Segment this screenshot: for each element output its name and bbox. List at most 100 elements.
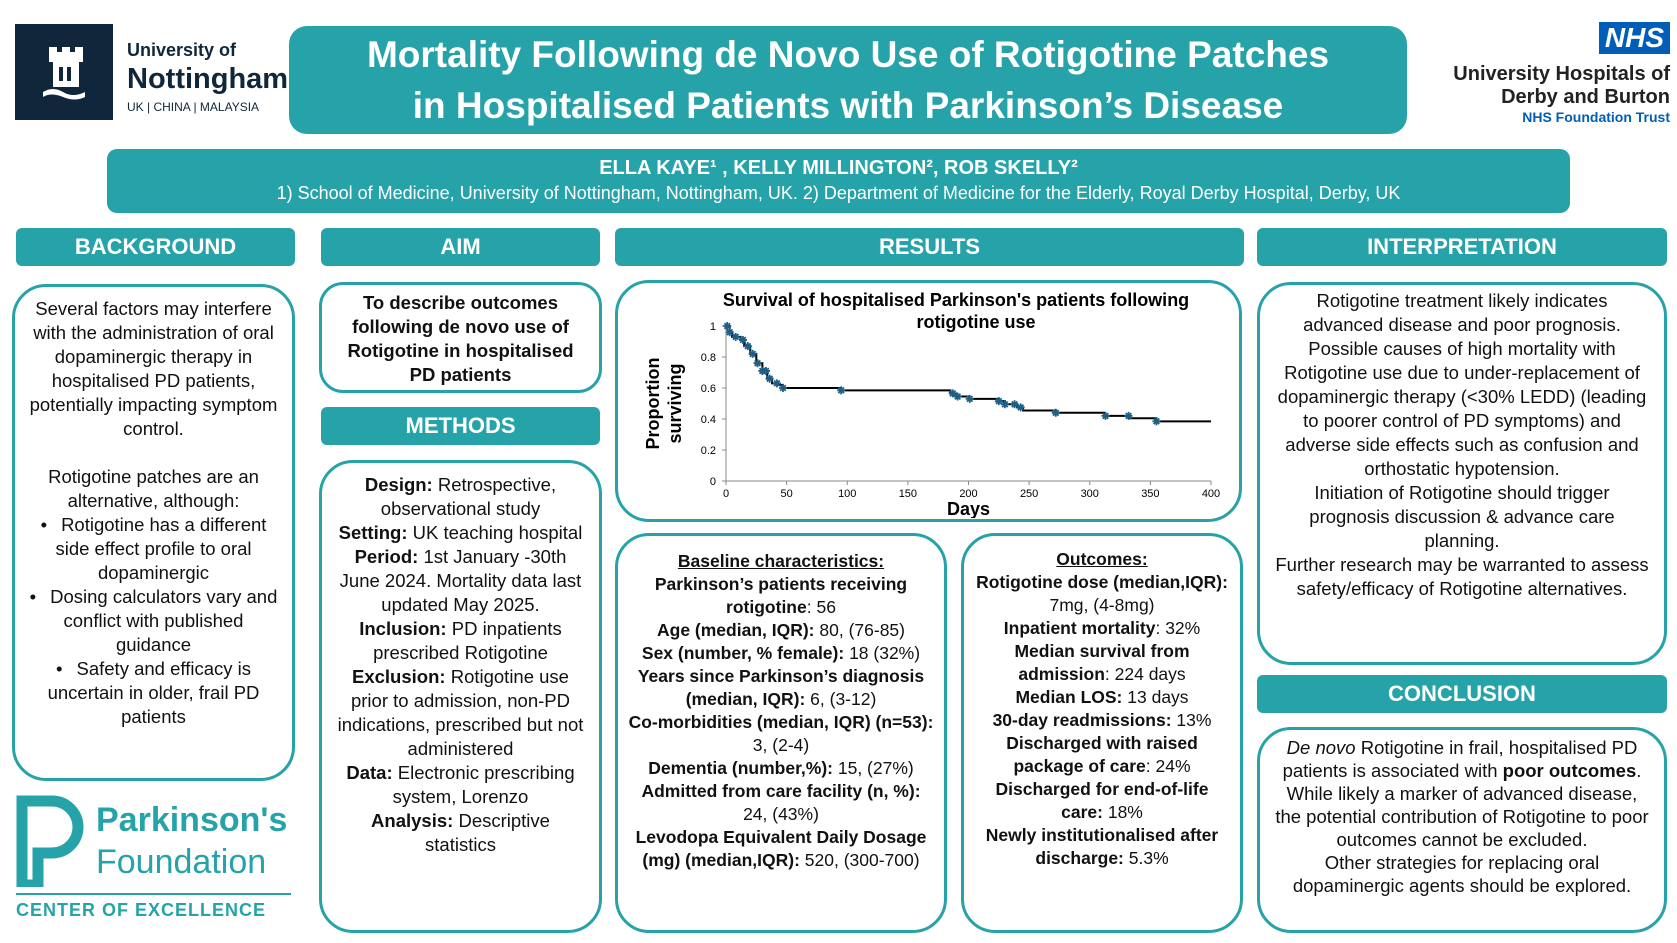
nhs-badge: NHS bbox=[1598, 22, 1670, 54]
nhs-line2: Derby and Burton bbox=[1501, 86, 1670, 108]
outcomes-item: 30-day readmissions: 13% bbox=[992, 710, 1212, 730]
censor-mark bbox=[1010, 400, 1019, 409]
parkinsons-foundation-logo: Parkinson's Foundation CENTER OF EXCELLE… bbox=[16, 795, 296, 930]
censor-mark bbox=[725, 328, 734, 337]
nhs-logo: NHS University Hospitals of Derby and Bu… bbox=[1415, 22, 1670, 132]
censor-mark bbox=[994, 397, 1003, 406]
conclusion-text: De novo Rotigotine in frail, hospitalise… bbox=[1275, 737, 1649, 850]
censor-mark bbox=[1124, 411, 1133, 420]
outcomes-item: Median LOS: 13 days bbox=[1015, 687, 1189, 707]
censor-mark bbox=[748, 349, 757, 358]
x-tick-label: 350 bbox=[1141, 488, 1159, 500]
methods-item: Exclusion: Rotigotine use prior to admis… bbox=[337, 666, 584, 759]
censor-mark bbox=[723, 322, 732, 330]
bullet-item: Dosing calculators vary and conflict wit… bbox=[29, 585, 278, 657]
censor-mark bbox=[953, 392, 962, 401]
title-line2: in Hospitalised Patients with Parkinson’… bbox=[412, 85, 1284, 126]
conclusion-header: CONCLUSION bbox=[1257, 675, 1667, 713]
parkinsons-line2: Foundation bbox=[96, 843, 267, 881]
censor-mark bbox=[772, 379, 781, 388]
nottingham-line3: UK | CHINA | MALAYSIA bbox=[127, 100, 260, 114]
censor-mark bbox=[1051, 408, 1060, 417]
interpretation-box: Rotigotine treatment likely indicates ad… bbox=[1257, 282, 1667, 665]
outcomes-heading: Outcomes: bbox=[1056, 549, 1148, 569]
x-tick-label: 150 bbox=[899, 488, 917, 500]
background-box: Several factors may interfere with the a… bbox=[12, 284, 295, 781]
poster-title: Mortality Following de Novo Use of Rotig… bbox=[289, 26, 1407, 134]
x-tick-label: 250 bbox=[1020, 488, 1038, 500]
y-axis-label: Proportion surviving bbox=[643, 358, 685, 450]
methods-item: Design: Retrospective, observational stu… bbox=[364, 474, 557, 519]
conclusion-p2: Other strategies for replacing oral dopa… bbox=[1292, 852, 1632, 896]
methods-item: Data: Electronic prescribing system, Lor… bbox=[346, 762, 575, 807]
nottingham-logo: University of Nottingham UK | CHINA | MA… bbox=[15, 24, 288, 124]
x-tick-label: 100 bbox=[838, 488, 856, 500]
outcomes-item: Inpatient mortality: 32% bbox=[1003, 618, 1201, 638]
background-alternative: Rotigotine patches are an alternative, a… bbox=[48, 466, 259, 511]
baseline-item: Co-morbidities (median, IQR) (n=53): 3, … bbox=[628, 712, 934, 755]
conclusion-box: De novo Rotigotine in frail, hospitalise… bbox=[1257, 727, 1667, 933]
aim-box: To describe outcomes following de novo u… bbox=[319, 282, 602, 393]
chart-title: Survival of hospitalised Parkinson's pat… bbox=[723, 290, 1189, 332]
baseline-item: Sex (number, % female): 18 (32%) bbox=[641, 643, 921, 663]
castle-icon bbox=[15, 24, 113, 120]
censor-mark bbox=[743, 342, 752, 351]
censor-mark bbox=[738, 335, 747, 344]
methods-item: Period: 1st January -30th June 2024. Mor… bbox=[339, 546, 582, 615]
parkinsons-p-icon bbox=[16, 795, 84, 887]
parkinsons-line3: CENTER OF EXCELLENCE bbox=[16, 900, 267, 920]
nhs-line1: University Hospitals of bbox=[1453, 63, 1670, 85]
x-axis-label: Days bbox=[947, 499, 990, 518]
y-tick-label: 0 bbox=[710, 476, 716, 488]
author-affiliations: 1) School of Medicine, University of Not… bbox=[276, 183, 1401, 203]
outcomes-item: Median survival from admission: 224 days bbox=[1014, 641, 1190, 684]
censor-mark bbox=[762, 366, 771, 375]
methods-item: Setting: UK teaching hospital bbox=[338, 522, 583, 543]
outcomes-item: Newly institutionalised after discharge:… bbox=[985, 825, 1219, 868]
y-tick-label: 0.2 bbox=[701, 445, 716, 457]
censor-mark bbox=[778, 384, 787, 392]
methods-box: Design: Retrospective, observational stu… bbox=[319, 460, 602, 933]
title-line1: Mortality Following de Novo Use of Rotig… bbox=[366, 34, 1330, 75]
outcomes-item: Discharged with raised package of care: … bbox=[1006, 733, 1198, 776]
x-tick-label: 200 bbox=[959, 488, 977, 500]
aim-header: AIM bbox=[321, 228, 600, 266]
survival-curve bbox=[726, 325, 1211, 423]
x-tick-label: 0 bbox=[723, 488, 729, 500]
authors-banner: ELLA KAYE¹ , KELLY MILLINGTON², ROB SKEL… bbox=[107, 149, 1570, 213]
x-tick-label: 50 bbox=[781, 488, 793, 500]
y-tick-label: 0.4 bbox=[701, 414, 716, 426]
parkinsons-line1: Parkinson's bbox=[96, 801, 288, 839]
baseline-heading: Baseline characteristics: bbox=[677, 551, 885, 571]
x-tick-label: 300 bbox=[1081, 488, 1099, 500]
methods-item: Inclusion: PD inpatients prescribed Roti… bbox=[359, 618, 562, 663]
y-tick-label: 0.8 bbox=[701, 352, 716, 364]
outcomes-item: Rotigotine dose (median,IQR): 7mg, (4-8m… bbox=[976, 572, 1228, 615]
bullet-item: Safety and efficacy is uncertain in olde… bbox=[29, 657, 278, 729]
bullet-item: Rotigotine has a different side effect p… bbox=[29, 513, 278, 585]
censor-mark bbox=[965, 394, 974, 403]
censor-mark bbox=[837, 386, 846, 395]
censor-mark bbox=[753, 359, 762, 368]
baseline-item: Parkinson’s patients receiving rotigotin… bbox=[654, 574, 908, 617]
author-names: ELLA KAYE¹ , KELLY MILLINGTON², ROB SKEL… bbox=[599, 157, 1078, 179]
interpretation-p2: Initiation of Rotigotine should trigger … bbox=[1309, 482, 1615, 551]
survival-chart-box: Survival of hospitalised Parkinson's pat… bbox=[615, 280, 1242, 522]
aim-text: To describe outcomes following de novo u… bbox=[347, 292, 574, 385]
baseline-box: Baseline characteristics: Parkinson’s pa… bbox=[615, 533, 947, 933]
survival-chart: Survival of hospitalised Parkinson's pat… bbox=[643, 290, 1220, 518]
background-bullets: Rotigotine has a different side effect p… bbox=[29, 513, 278, 729]
background-intro: Several factors may interfere with the a… bbox=[29, 298, 278, 439]
y-tick-label: 1 bbox=[710, 321, 716, 333]
baseline-item: Dementia (number,%): 15, (27%) bbox=[648, 758, 914, 778]
baseline-item: Age (median, IQR): 80, (76-85) bbox=[657, 620, 905, 640]
y-tick-label: 0.6 bbox=[701, 383, 716, 395]
baseline-item: Levodopa Equivalent Daily Dosage (mg) (m… bbox=[635, 827, 927, 870]
censor-mark bbox=[1016, 403, 1025, 412]
outcomes-box: Outcomes: Rotigotine dose (median,IQR): … bbox=[961, 533, 1243, 933]
interpretation-p3: Further research may be warranted to ass… bbox=[1275, 554, 1649, 599]
interpretation-header: INTERPRETATION bbox=[1257, 228, 1667, 266]
nhs-line3: NHS Foundation Trust bbox=[1522, 109, 1670, 125]
background-header: BACKGROUND bbox=[16, 228, 295, 266]
censor-mark bbox=[731, 332, 740, 341]
